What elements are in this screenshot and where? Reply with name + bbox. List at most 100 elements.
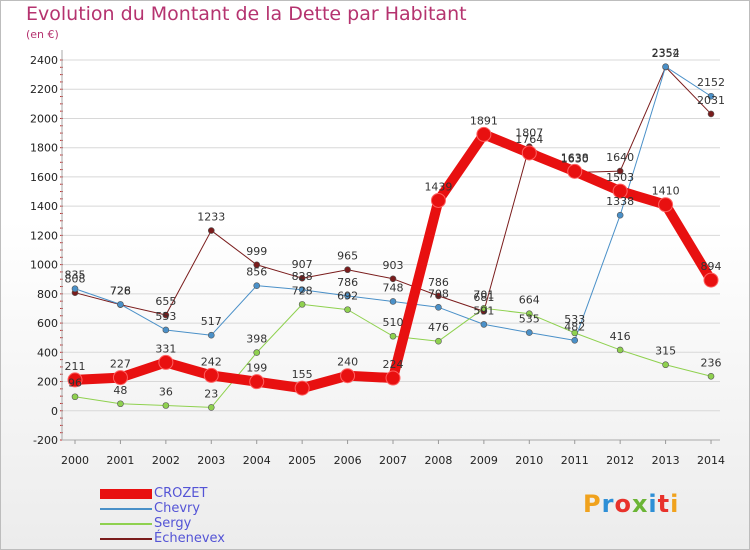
data-label-chevry: 517 bbox=[201, 315, 222, 328]
legend-swatch-sergy bbox=[100, 523, 152, 525]
point-crozet bbox=[703, 272, 719, 288]
y-tick-label: 1800 bbox=[30, 142, 58, 155]
data-label-sergy: 48 bbox=[113, 384, 127, 397]
data-label-sergy: 236 bbox=[701, 356, 722, 369]
data-label-crozet: 240 bbox=[337, 356, 358, 369]
point-crozet bbox=[567, 163, 583, 179]
data-label-sergy: 416 bbox=[610, 330, 631, 343]
x-tick-label: 2003 bbox=[197, 454, 225, 467]
data-label-sergy: 96 bbox=[68, 377, 82, 390]
y-tick-label: 200 bbox=[37, 376, 58, 389]
point-sergy bbox=[389, 332, 397, 340]
data-label-echenevex: 903 bbox=[383, 259, 404, 272]
point-crozet bbox=[203, 367, 219, 383]
data-label-crozet: 211 bbox=[65, 360, 86, 373]
logo-letter: t bbox=[657, 490, 671, 518]
legend-item-sergy: Sergy bbox=[100, 516, 300, 531]
data-label-sergy: 701 bbox=[473, 288, 494, 301]
logo-letter: P bbox=[583, 490, 602, 518]
logo-letter: x bbox=[631, 490, 649, 518]
data-label-sergy: 23 bbox=[204, 387, 218, 400]
data-label-echenevex: 1640 bbox=[606, 151, 634, 164]
data-label-chevry: 708 bbox=[428, 287, 449, 300]
point-chevry bbox=[525, 329, 533, 336]
point-sergy bbox=[662, 361, 669, 369]
x-tick-label: 2007 bbox=[379, 454, 407, 467]
point-chevry bbox=[207, 331, 215, 339]
data-label-chevry: 553 bbox=[155, 310, 176, 323]
data-label-sergy: 315 bbox=[655, 345, 676, 358]
point-sergy bbox=[571, 329, 579, 337]
data-label-sergy: 728 bbox=[292, 284, 313, 297]
point-chevry bbox=[298, 286, 306, 294]
data-label-echenevex: 786 bbox=[428, 276, 449, 289]
point-sergy bbox=[344, 306, 351, 313]
data-label-crozet: 1638 bbox=[561, 151, 589, 164]
point-crozet bbox=[430, 192, 446, 208]
data-label-chevry: 482 bbox=[564, 320, 585, 333]
point-chevry bbox=[389, 298, 397, 305]
data-label-chevry: 591 bbox=[473, 304, 494, 317]
data-label-chevry: 828 bbox=[292, 270, 313, 283]
data-label-crozet: 1503 bbox=[606, 171, 634, 184]
data-label-sergy: 510 bbox=[383, 316, 404, 329]
legend-label-crozet: CROZET bbox=[154, 486, 208, 501]
data-label-echenevex: 1807 bbox=[515, 127, 543, 140]
data-label-echenevex: 1233 bbox=[197, 211, 225, 224]
x-tick-label: 2004 bbox=[243, 454, 271, 467]
legend-label-chevry: Chevry bbox=[154, 501, 201, 516]
data-label-crozet: 331 bbox=[155, 342, 176, 355]
point-crozet bbox=[658, 197, 674, 213]
x-tick-label: 2005 bbox=[288, 454, 316, 467]
x-tick-label: 2012 bbox=[606, 454, 634, 467]
point-sergy bbox=[435, 337, 442, 345]
logo-letter: o bbox=[614, 490, 632, 518]
legend-label-sergy: Sergy bbox=[154, 516, 192, 531]
point-chevry bbox=[344, 292, 351, 300]
data-label-crozet: 1439 bbox=[424, 180, 452, 193]
point-chevry bbox=[707, 92, 715, 100]
data-label-crozet: 1764 bbox=[515, 133, 543, 146]
y-tick-label: 1600 bbox=[30, 171, 58, 184]
data-label-chevry: 728 bbox=[110, 284, 131, 297]
data-label-sergy: 664 bbox=[519, 294, 540, 307]
data-label-echenevex: 681 bbox=[473, 291, 494, 304]
data-label-echenevex: 965 bbox=[337, 250, 358, 263]
legend-swatch-chevry bbox=[100, 508, 152, 510]
data-label-echenevex: 2031 bbox=[697, 94, 725, 107]
point-chevry bbox=[480, 321, 488, 328]
legend-label-echenevex: Échenevex bbox=[154, 531, 225, 546]
legend-swatch-crozet bbox=[100, 489, 152, 499]
data-label-echenevex: 1630 bbox=[561, 153, 589, 166]
data-label-echenevex: 655 bbox=[155, 295, 176, 308]
data-label-chevry: 786 bbox=[337, 276, 358, 289]
data-label-crozet: 1891 bbox=[470, 114, 498, 127]
point-chevry bbox=[616, 211, 624, 219]
x-tick-label: 2002 bbox=[152, 454, 180, 467]
point-crozet bbox=[612, 183, 628, 199]
point-crozet bbox=[521, 145, 537, 161]
y-tick-label: 0 bbox=[51, 405, 58, 418]
logo-letter: i bbox=[648, 490, 658, 518]
chart-title: Evolution du Montant de la Dette par Hab… bbox=[26, 3, 467, 25]
y-tick-label: 1200 bbox=[30, 229, 58, 242]
point-sergy bbox=[71, 393, 79, 401]
data-label-sergy: 36 bbox=[159, 386, 173, 399]
point-chevry bbox=[571, 337, 579, 344]
point-echenevex bbox=[435, 292, 442, 300]
point-sergy bbox=[207, 404, 215, 411]
point-chevry bbox=[162, 326, 170, 334]
x-tick-label: 2009 bbox=[470, 454, 498, 467]
point-chevry bbox=[662, 63, 669, 71]
point-echenevex bbox=[207, 227, 215, 234]
y-tick-label: 800 bbox=[37, 288, 58, 301]
point-echenevex bbox=[616, 167, 624, 175]
x-tick-label: 2010 bbox=[515, 454, 543, 467]
x-tick-label: 2000 bbox=[61, 454, 89, 467]
point-crozet bbox=[385, 370, 401, 386]
data-label-chevry: 835 bbox=[65, 269, 86, 282]
point-echenevex bbox=[298, 274, 306, 282]
data-label-echenevex: 726 bbox=[110, 285, 131, 298]
x-tick-label: 2006 bbox=[334, 454, 362, 467]
